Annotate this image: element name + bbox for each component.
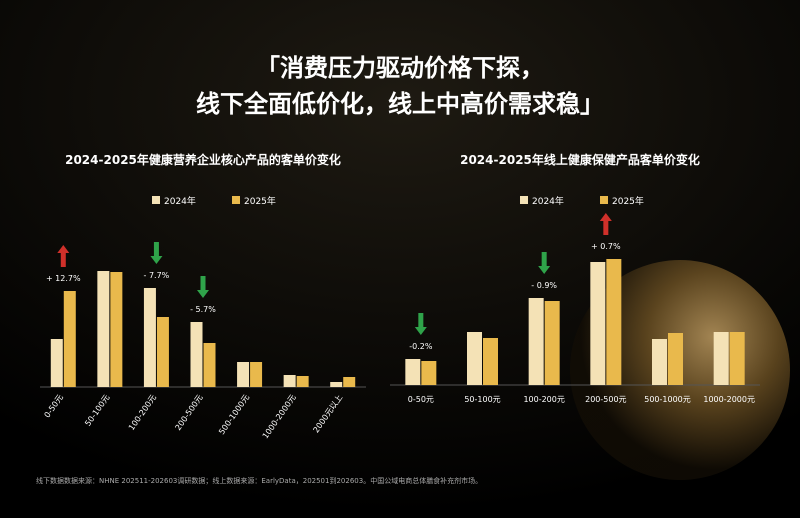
- legend-label: 2024年: [164, 195, 196, 207]
- change-label: - 5.7%: [190, 305, 216, 314]
- change-label: + 0.7%: [591, 242, 621, 251]
- bar: [528, 298, 544, 385]
- bar: [590, 262, 606, 385]
- bar: [296, 376, 309, 387]
- bar: [668, 333, 683, 385]
- x-tick-label: 200-500元: [585, 395, 626, 404]
- chart-title: 2024-2025年线上健康保健产品客单价变化: [460, 152, 700, 167]
- bar: [50, 339, 63, 387]
- x-tick-label: 50-100元: [464, 395, 500, 404]
- change-label: -0.2%: [409, 342, 433, 351]
- headline: 线下全面低价化，线上中高价需求稳」: [196, 90, 604, 118]
- x-tick-label: 0-50元: [408, 395, 434, 404]
- bar: [283, 375, 296, 387]
- x-tick-label: 500-1000元: [644, 395, 691, 404]
- bar: [250, 362, 263, 387]
- change-arrow: [599, 213, 612, 235]
- legend-swatch: [152, 196, 160, 204]
- bar: [330, 382, 343, 387]
- legend-swatch: [520, 196, 528, 204]
- bar: [606, 259, 622, 385]
- bar: [156, 317, 169, 387]
- bar: [203, 343, 216, 387]
- bar: [143, 288, 156, 387]
- headline: 「消费压力驱动价格下探，: [256, 54, 544, 82]
- bar: [652, 339, 667, 385]
- legend-swatch: [232, 196, 240, 204]
- change-label: - 0.9%: [531, 281, 557, 290]
- bar: [713, 332, 729, 385]
- bar: [483, 338, 498, 385]
- change-arrow: [57, 245, 70, 267]
- bar: [343, 377, 356, 387]
- change-arrow: [414, 313, 427, 335]
- legend-label: 2025年: [244, 195, 276, 207]
- bar: [110, 272, 123, 387]
- change-label: + 12.7%: [46, 274, 81, 283]
- bar: [237, 362, 250, 387]
- bar: [467, 332, 482, 385]
- change-arrow: [150, 242, 163, 264]
- legend-label: 2025年: [612, 195, 644, 207]
- x-tick-label: 100-200元: [523, 395, 564, 404]
- bar: [63, 291, 76, 387]
- change-arrow: [538, 252, 551, 274]
- bar: [729, 332, 745, 385]
- bar: [544, 301, 560, 385]
- bar: [405, 359, 421, 385]
- change-arrow: [197, 276, 209, 298]
- legend-label: 2024年: [532, 195, 564, 207]
- bar: [190, 322, 203, 387]
- change-label: - 7.7%: [144, 271, 170, 280]
- legend-swatch: [600, 196, 608, 204]
- x-tick-label: 1000-2000元: [703, 395, 755, 404]
- chart-title: 2024-2025年健康营养企业核心产品的客单价变化: [65, 152, 341, 167]
- bar: [97, 271, 110, 387]
- bar: [421, 361, 437, 385]
- footnote: 线下数据数据来源：NHNE 202511-202603调研数据；线上数据来源：E…: [36, 476, 482, 485]
